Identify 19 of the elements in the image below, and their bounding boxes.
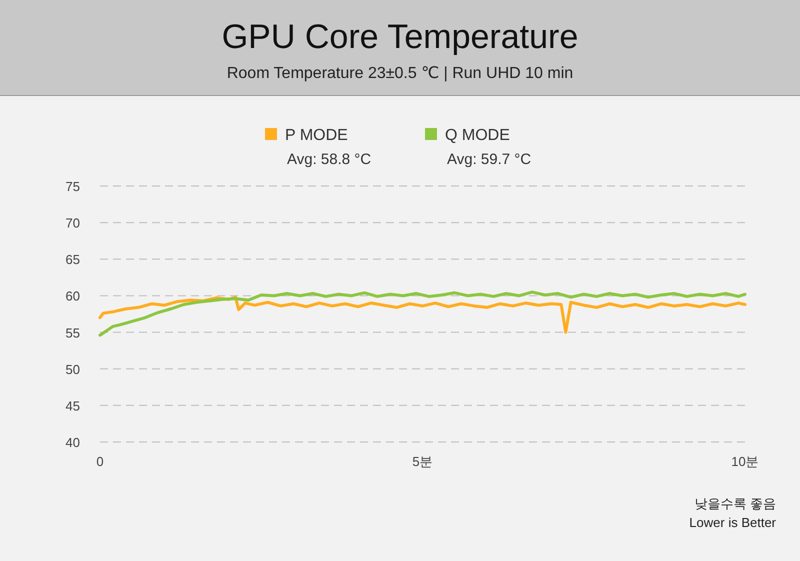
- legend-label: P MODE: [285, 127, 348, 144]
- text: Avg: 58.8 °C: [287, 151, 372, 168]
- y-tick-label: 40: [66, 435, 80, 450]
- text: 낮을수록 좋음: [694, 496, 776, 511]
- x-tick-label: 10분: [731, 454, 759, 469]
- y-tick-label: 70: [66, 216, 80, 231]
- y-tick-label: 55: [66, 325, 80, 340]
- y-tick-label: 50: [66, 362, 80, 377]
- x-tick-label: 0: [96, 454, 104, 469]
- y-tick-label: 60: [66, 288, 80, 304]
- y-tick-label: 65: [66, 252, 80, 268]
- title: GPU Core Temperature: [222, 18, 578, 56]
- y-tick-label: 45: [66, 398, 80, 414]
- y-tick-label: 75: [66, 179, 80, 194]
- text: Avg: 59.7 °C: [447, 151, 532, 168]
- legend-label: Q MODE: [445, 127, 510, 144]
- subtitle: Room Temperature 23±0.5 ℃ | Run UHD 10 min: [226, 65, 574, 82]
- text: Lower is Better: [689, 515, 777, 530]
- x-tick-label: 5분: [412, 454, 433, 469]
